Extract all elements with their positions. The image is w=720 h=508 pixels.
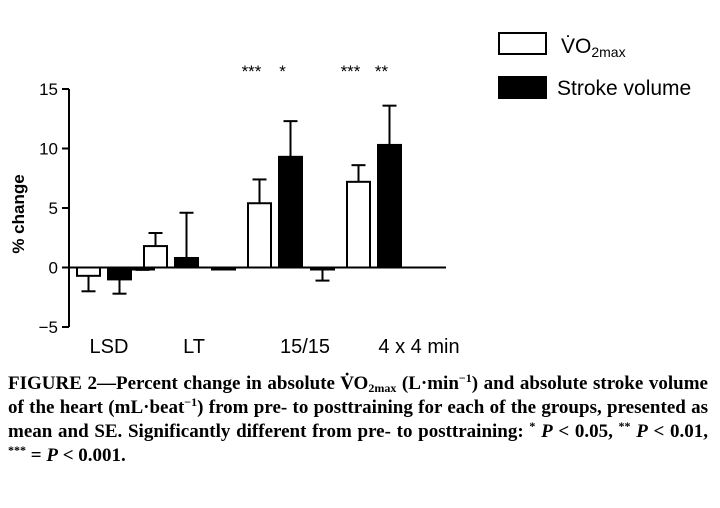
significance-marker: * (279, 62, 286, 81)
y-tick-label: 10 (39, 140, 58, 159)
x-category-label: 4 x 4 min (378, 336, 459, 358)
y-axis-label: % change (9, 174, 28, 253)
significance-marker: *** (242, 62, 262, 81)
bar-stroke-volume (278, 155, 303, 269)
bar-control (211, 266, 236, 271)
legend-label-stroke-volume: Stroke volume (557, 77, 691, 100)
x-category-label: 15/15 (280, 336, 330, 358)
y-tick-label: 5 (49, 199, 58, 218)
significance-marker: *** (341, 62, 361, 81)
y-tick-label: −5 (39, 318, 58, 337)
bar-vo2max (143, 245, 168, 269)
y-tick-label: 15 (39, 80, 58, 99)
y-axis-ticks: −5 0 5 10 15 (39, 80, 69, 337)
bar-stroke-volume (377, 143, 402, 269)
significance-marker: ** (375, 62, 389, 81)
legend-swatch-vo2max (498, 32, 547, 55)
x-category-label: LT (183, 336, 205, 358)
bars (76, 104, 402, 295)
bar-vo2max (346, 180, 371, 269)
figure-caption: FIGURE 2—Percent change in absolute V̇O2… (8, 371, 709, 466)
bar-stroke-volume (174, 256, 199, 269)
legend-label-vo2max: V̇O2max (561, 35, 626, 60)
x-category-label: LSD (90, 336, 129, 358)
legend-swatch-stroke-volume (498, 76, 547, 99)
x-axis-category-labels: LSD LT 15/15 4 x 4 min (90, 336, 460, 358)
significance-markers: *** * *** ** (242, 62, 389, 81)
legend: V̇O2max Stroke volume (498, 32, 691, 100)
y-tick-label: 0 (49, 259, 58, 278)
bar-vo2max (247, 202, 272, 269)
bar-vo2max (76, 266, 101, 277)
